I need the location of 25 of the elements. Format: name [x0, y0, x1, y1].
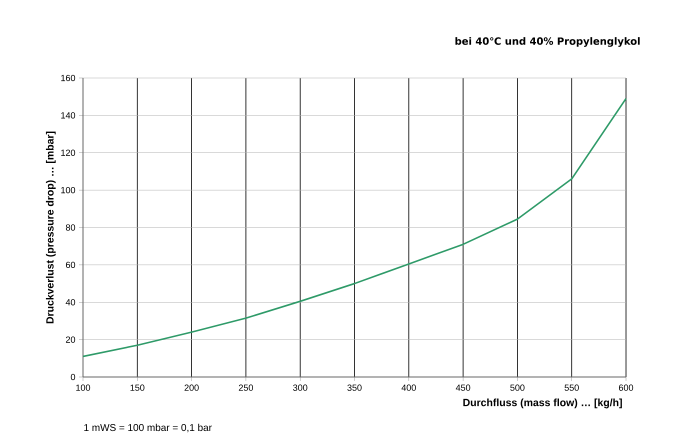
y-tick-label: 120	[61, 150, 76, 156]
x-tick-label: 100	[76, 384, 90, 391]
x-tick-label: 150	[130, 384, 144, 391]
x-tick-label: 450	[456, 384, 470, 391]
y-tick-label: 100	[61, 186, 76, 194]
y-tick-label: 0	[70, 374, 76, 380]
y-axis-title: Druckverlust (pressure drop) … [mbar]	[46, 132, 56, 324]
text: 1 mWS = 100 mbar = 0,1 bar	[84, 424, 212, 432]
y-tick-label: 20	[66, 336, 76, 343]
y-tick-label: 160	[61, 74, 76, 82]
chart-title: bei 40℃ und 40% Propylenglykol	[455, 37, 640, 47]
x-tick-label: 250	[238, 384, 254, 391]
y-tick-label: 60	[66, 262, 76, 268]
x-tick-label: 350	[347, 384, 362, 391]
x-tick-label: 200	[184, 384, 199, 391]
line-series	[82, 98, 627, 358]
y-tick-label: 80	[66, 224, 76, 231]
x-tick-label: 550	[564, 384, 579, 391]
x-tick-label: 400	[402, 384, 416, 391]
y-tick-label: 40	[66, 299, 76, 306]
x-axis-title: Durchfluss (mass flow) … [kg/h]	[463, 398, 622, 408]
x-tick-label: 300	[293, 384, 308, 391]
x-tick-label: 500	[510, 384, 525, 391]
y-tick-label: 140	[61, 112, 76, 119]
x-tick-label: 600	[618, 384, 634, 391]
